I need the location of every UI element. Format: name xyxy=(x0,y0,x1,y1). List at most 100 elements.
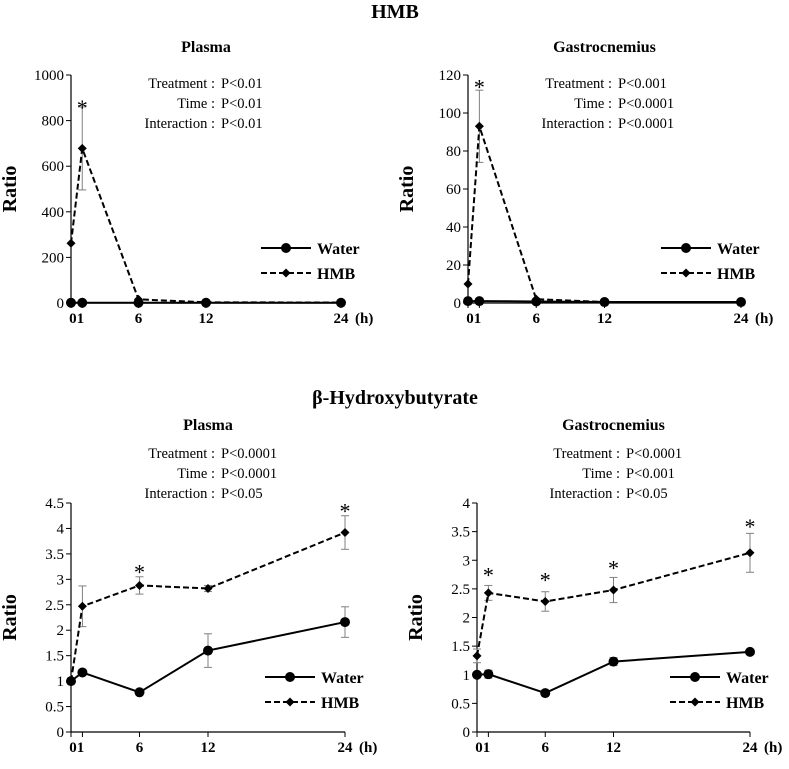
panel-4-legend-water-label: Water xyxy=(726,670,769,687)
panel-4-y-tick-label: 0.5 xyxy=(451,696,470,712)
panel-1-legend-hmb-marker xyxy=(281,268,291,278)
panel-3-x-unit-label: (h) xyxy=(359,740,377,756)
panel-3-stat-value: P<0.0001 xyxy=(221,446,277,462)
panel-4-significance-marker: * xyxy=(540,568,551,593)
panel-1-x-tick-label: 12 xyxy=(199,311,214,327)
panel-3-x-tick-label: 6 xyxy=(136,740,144,756)
panel-2-x-tick-label: 6 xyxy=(533,311,541,327)
panel-3-significance-marker: * xyxy=(134,560,145,585)
panel-1-stat-value: P<0.01 xyxy=(221,76,263,92)
panel-3-x-tick-label: 01 xyxy=(69,740,84,756)
panel-2-y-tick-label: 60 xyxy=(446,182,461,198)
panel-2-legend-water-label: Water xyxy=(717,241,760,258)
panel-1-legend-water-label: Water xyxy=(317,241,360,258)
panel-2-series-water-point xyxy=(474,296,485,307)
panel-1-x-unit-label: (h) xyxy=(355,311,373,327)
panel-3-legend-hmb-marker xyxy=(285,697,295,707)
panel-3-stat-label: Time : xyxy=(177,466,215,482)
panel-1-stat-label: Interaction : xyxy=(145,116,215,132)
panel-2-stat-label: Time : xyxy=(574,96,612,112)
panel-1-series-hmb-point xyxy=(134,294,143,304)
section-title-hydroxybutyrate: β-Hydroxybutyrate xyxy=(312,387,478,409)
panel-4-significance-marker: * xyxy=(745,514,756,539)
panel-2-y-tick-label: 100 xyxy=(439,106,462,122)
panel-3-y-tick-label: 0 xyxy=(57,725,65,741)
panel-4-legend-hmb-label: HMB xyxy=(726,695,765,712)
panel-2-legend-water-marker xyxy=(681,243,691,253)
panel-3-stat-value: P<0.05 xyxy=(221,486,263,502)
panel-1-title: Plasma xyxy=(181,39,231,56)
panel-2-x-unit-label: (h) xyxy=(755,311,773,327)
panel-4-series-hmb-point xyxy=(540,596,550,606)
panel-2-stat-value: P<0.001 xyxy=(618,76,667,92)
panel-1-y-tick-label: 200 xyxy=(42,250,65,266)
panel-3-stat-label: Treatment : xyxy=(148,446,215,462)
panel-1-series-hmb-point xyxy=(201,297,211,307)
panel-3-significance-marker: * xyxy=(340,499,351,524)
panel-4-stat-value: P<0.05 xyxy=(626,486,668,502)
panel-1-series-hmb-point xyxy=(66,238,76,248)
panel-3-y-tick-label: 3 xyxy=(57,572,65,588)
panel-4-y-tick-label: 1.5 xyxy=(451,639,470,655)
panel-2: Gastrocnemius 0 20 40 60 80 100 120 01 6 12 24 (h) Ra… xyxy=(396,39,773,327)
panel-3-series-hmb-point xyxy=(77,601,87,611)
panel-3-series-water-point xyxy=(203,645,213,656)
panel-4-x-unit-label: (h) xyxy=(764,740,782,756)
panel-4-x-tick-label: 12 xyxy=(606,740,621,756)
panel-3-stat-value: P<0.0001 xyxy=(221,466,277,482)
panel-1-series-water-point xyxy=(66,297,76,308)
panel-3-series-water-point xyxy=(134,687,145,698)
panel-1-stat-label: Treatment : xyxy=(148,76,215,92)
panel-3-y-tick-label: 2.5 xyxy=(45,598,64,614)
panel-3-legend-water-marker xyxy=(285,672,295,682)
panel-2-series-hmb-point xyxy=(600,297,609,307)
panel-4-stat-label: Time : xyxy=(582,466,620,482)
panel-3-title: Plasma xyxy=(183,417,233,434)
panel-3-series-hmb-point xyxy=(340,528,350,538)
panel-3-x-tick-label: 12 xyxy=(201,740,216,756)
panel-3-y-tick-label: 1.5 xyxy=(45,649,64,665)
panel-4-stat-value: P<0.0001 xyxy=(626,446,682,462)
panel-4-x-tick-label: 24 xyxy=(743,740,759,756)
panel-2-stat-value: P<0.0001 xyxy=(618,96,674,112)
panel-4-series-hmb-point xyxy=(745,548,755,558)
panel-2-legend-hmb-marker xyxy=(681,268,691,278)
panel-3-series-hmb-point xyxy=(203,583,213,593)
panel-4-y-tick-label: 3.5 xyxy=(451,525,470,541)
panel-3-y-tick-label: 4 xyxy=(57,521,65,537)
panel-2-significance-marker: * xyxy=(474,74,485,99)
panel-4-y-label: Ratio xyxy=(405,594,427,641)
panel-1-legend-hmb-label: HMB xyxy=(317,266,356,283)
panel-3-series-water-point xyxy=(77,667,88,678)
panel-1-stat-value: P<0.01 xyxy=(221,116,263,132)
panel-3-legend-water-label: Water xyxy=(321,670,364,687)
panel-4-series-water-point xyxy=(745,646,755,657)
panel-2-y-tick-label: 20 xyxy=(446,258,461,274)
panel-3-series-hmb-point xyxy=(135,580,144,590)
panel-4-significance-marker: * xyxy=(483,563,494,588)
panel-1-y-tick-label: 1000 xyxy=(34,68,64,84)
panel-4-series-hmb-point xyxy=(609,585,618,595)
panel-3-y-tick-label: 1 xyxy=(57,674,65,690)
panel-2-series-hmb-point xyxy=(474,121,484,131)
panel-1-x-tick-label: 01 xyxy=(69,311,84,327)
panel-1-series-hmb-point xyxy=(77,143,87,153)
panel-4-series-water-point xyxy=(608,656,619,667)
panel-1-series-hmb-point xyxy=(336,298,346,308)
panel-4-series-hmb-point xyxy=(472,651,482,661)
panel-2-y-tick-label: 0 xyxy=(454,296,462,312)
panel-4-x-tick-label: 6 xyxy=(542,740,550,756)
panel-2-y-tick-label: 120 xyxy=(439,68,462,84)
panel-2-stat-label: Treatment : xyxy=(545,76,612,92)
panel-4-y-tick-label: 2.5 xyxy=(451,582,470,598)
panel-4-legend-hmb-marker xyxy=(690,697,700,707)
panel-4-stat-value: P<0.001 xyxy=(626,466,675,482)
panel-1-y-tick-label: 800 xyxy=(42,114,65,130)
panel-4-title: Gastrocnemius xyxy=(562,417,665,434)
panel-1-y-label: Ratio xyxy=(0,166,21,213)
panel-2-stat-value: P<0.0001 xyxy=(618,116,674,132)
panel-2-x-tick-label: 12 xyxy=(597,311,612,327)
